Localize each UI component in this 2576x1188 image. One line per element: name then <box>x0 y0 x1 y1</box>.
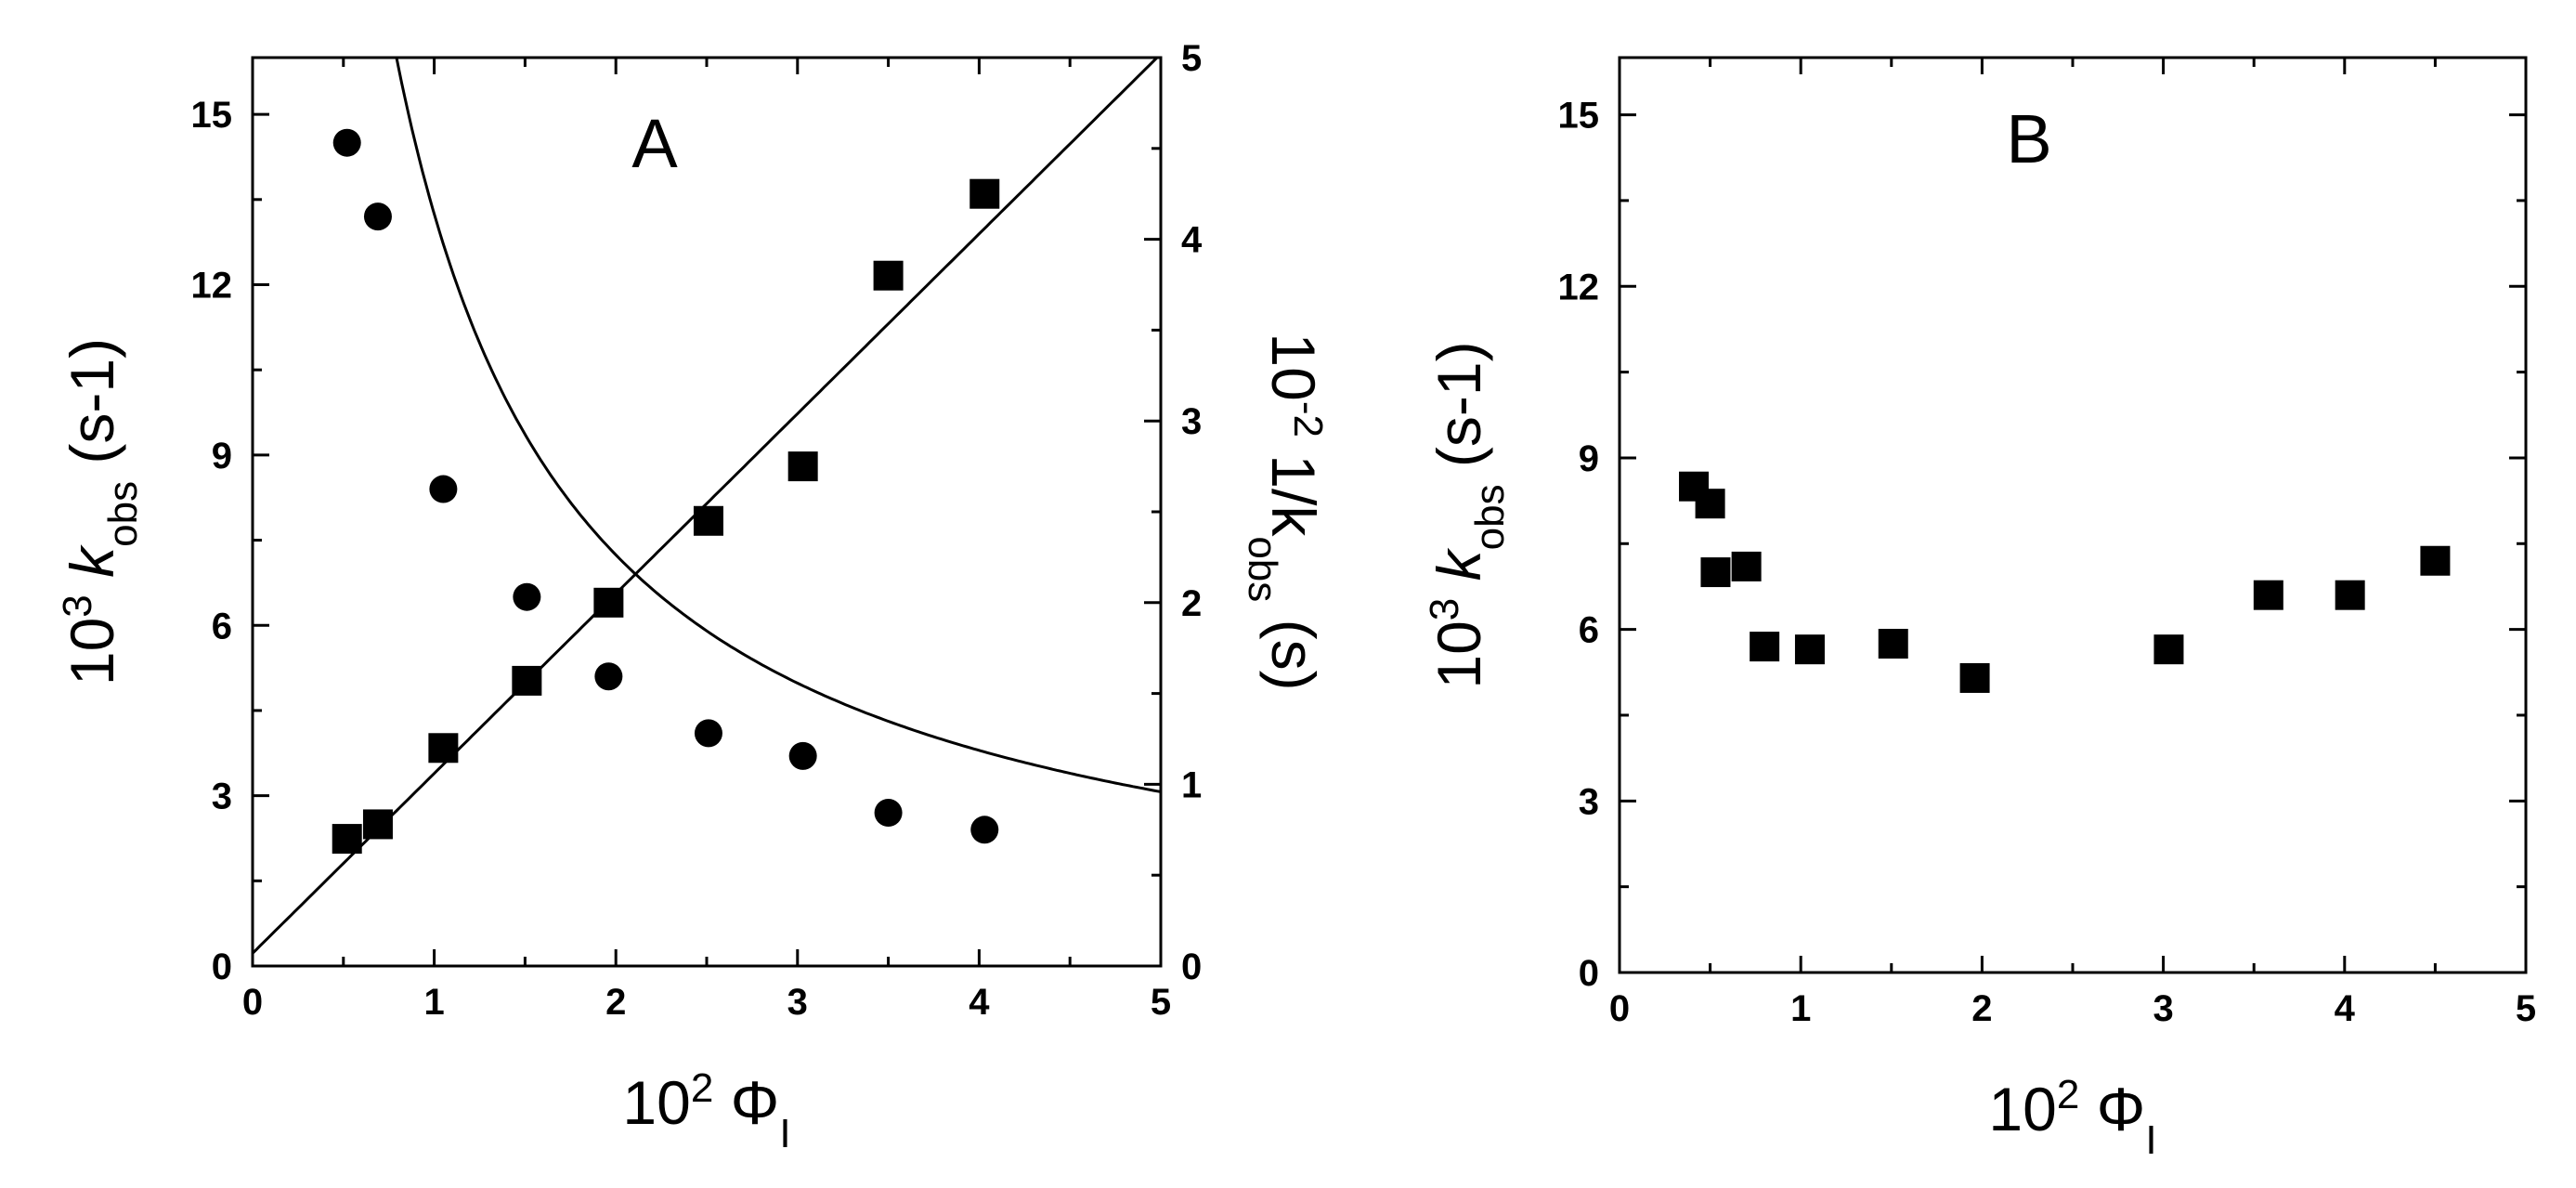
data-point-circle <box>970 816 999 844</box>
y-tick-label: 3 <box>1579 781 1599 822</box>
data-point-square <box>1878 629 1908 659</box>
data-point-square <box>693 505 723 536</box>
y-axis-label: 103 kobs (s-1) <box>55 338 146 685</box>
data-point-square <box>512 665 542 696</box>
y-tick-label: 3 <box>212 777 232 817</box>
panel-label: B <box>2006 100 2051 177</box>
y-tick-label: 15 <box>1558 96 1600 137</box>
data-point-square <box>332 824 362 855</box>
y-tick-label: 12 <box>1558 267 1600 307</box>
data-point-circle <box>363 202 392 231</box>
reciprocal-fit-curve <box>395 58 1161 793</box>
y2-tick-label: 2 <box>1181 583 1202 624</box>
x-axis-label: 102 ΦI <box>1988 1072 2156 1163</box>
data-point-square <box>2335 580 2365 610</box>
data-point-square <box>2420 545 2451 576</box>
y2-tick-label: 0 <box>1181 946 1202 987</box>
x-tick-label: 4 <box>2335 988 2356 1029</box>
data-point-square <box>1731 551 1762 581</box>
data-point-circle <box>332 128 361 157</box>
data-point-square <box>362 809 393 840</box>
x-tick-label: 4 <box>969 982 990 1023</box>
x-tick-label: 0 <box>1609 988 1630 1029</box>
x-tick-label: 0 <box>242 982 263 1023</box>
x-tick-label: 5 <box>1151 982 1171 1023</box>
data-point-square <box>593 587 624 618</box>
data-point-circle <box>788 741 817 770</box>
x-axis-label: 102 ΦI <box>622 1065 790 1156</box>
y-tick-label: 0 <box>1579 953 1599 994</box>
data-point-circle <box>513 582 541 611</box>
data-point-square <box>969 178 1000 209</box>
data-point-circle <box>694 719 722 748</box>
y-tick-label: 9 <box>212 436 232 477</box>
data-point-square <box>1700 557 1731 588</box>
panel-label: A <box>631 105 678 182</box>
data-point-square <box>787 451 818 482</box>
y2-tick-label: 3 <box>1181 401 1202 442</box>
y-tick-label: 9 <box>1579 438 1599 479</box>
y-axis-label: 103 kobs (s-1) <box>1422 341 1513 688</box>
y2-tick-label: 1 <box>1181 764 1202 805</box>
y2-tick-label: 4 <box>1181 220 1203 261</box>
y-tick-label: 6 <box>212 606 232 646</box>
data-point-circle <box>594 662 623 691</box>
x-tick-label: 1 <box>1790 988 1811 1029</box>
y2-axis-label: 10-2 1/kobs (s) <box>1241 333 1332 690</box>
data-point-square <box>1794 634 1825 665</box>
data-point-circle <box>429 475 458 503</box>
y-tick-label: 0 <box>212 946 232 987</box>
y2-tick-label: 5 <box>1181 38 1202 79</box>
data-point-circle <box>874 798 903 827</box>
y-tick-label: 12 <box>191 266 233 307</box>
data-point-square <box>2153 634 2184 665</box>
plot-frame <box>1618 56 2528 974</box>
y-tick-label: 15 <box>191 95 233 136</box>
data-point-square <box>1959 662 1990 693</box>
x-tick-label: 5 <box>2516 988 2536 1029</box>
x-tick-label: 1 <box>423 982 444 1023</box>
x-tick-label: 2 <box>605 982 626 1023</box>
data-point-square <box>1750 632 1780 662</box>
data-point-square <box>2253 580 2283 610</box>
x-tick-label: 3 <box>2153 988 2173 1029</box>
data-point-square <box>1695 489 1725 519</box>
data-point-square <box>873 260 904 291</box>
y-tick-label: 6 <box>1579 610 1599 651</box>
data-point-square <box>428 733 459 764</box>
linear-fit-line <box>253 58 1160 955</box>
x-tick-label: 2 <box>1971 988 1992 1029</box>
x-tick-label: 3 <box>787 982 808 1023</box>
